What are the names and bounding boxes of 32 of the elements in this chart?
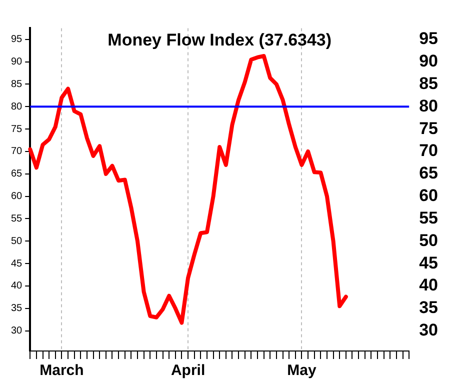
y-tick-label: 65 [419, 164, 438, 183]
y2-tick-label: 95 [11, 34, 23, 46]
y2-tick-label: 90 [11, 56, 23, 68]
y-tick-label: 40 [419, 276, 438, 295]
y-tick-label: 30 [419, 320, 438, 340]
y-tick-label: 35 [419, 298, 438, 318]
y2-tick-label: 35 [11, 303, 23, 314]
y2-tick-label: 55 [11, 213, 23, 224]
y2-tick-label: 30 [11, 326, 23, 337]
y-tick-label: 45 [419, 253, 438, 272]
y2-tick-label: 85 [11, 78, 23, 90]
y-tick-label: 85 [419, 74, 438, 93]
y-tick-label: 70 [419, 141, 438, 160]
x-tick-label: March [40, 362, 84, 380]
y2-tick-label: 50 [11, 236, 23, 247]
y-tick-label: 90 [419, 52, 438, 71]
y-tick-label: 75 [419, 118, 438, 138]
y-tick-label: 55 [419, 208, 438, 228]
y2-tick-label: 75 [11, 124, 23, 135]
x-tick-label: May [287, 362, 317, 380]
y2-tick-label: 80 [11, 101, 23, 112]
y-tick-label: 50 [419, 230, 438, 250]
y-tick-label: 60 [419, 186, 438, 206]
y2-tick-label: 45 [11, 258, 23, 270]
y2-tick-label: 60 [11, 191, 23, 202]
y2-tick-label: 40 [11, 280, 23, 292]
y2-tick-label: 70 [11, 146, 23, 158]
x-tick-label: April [170, 362, 206, 380]
y2-tick-label: 65 [11, 168, 23, 180]
y-tick-label: 80 [419, 96, 438, 116]
y-tick-label: 95 [419, 29, 438, 48]
chart-title: Money Flow Index (37.6343) [108, 30, 332, 50]
